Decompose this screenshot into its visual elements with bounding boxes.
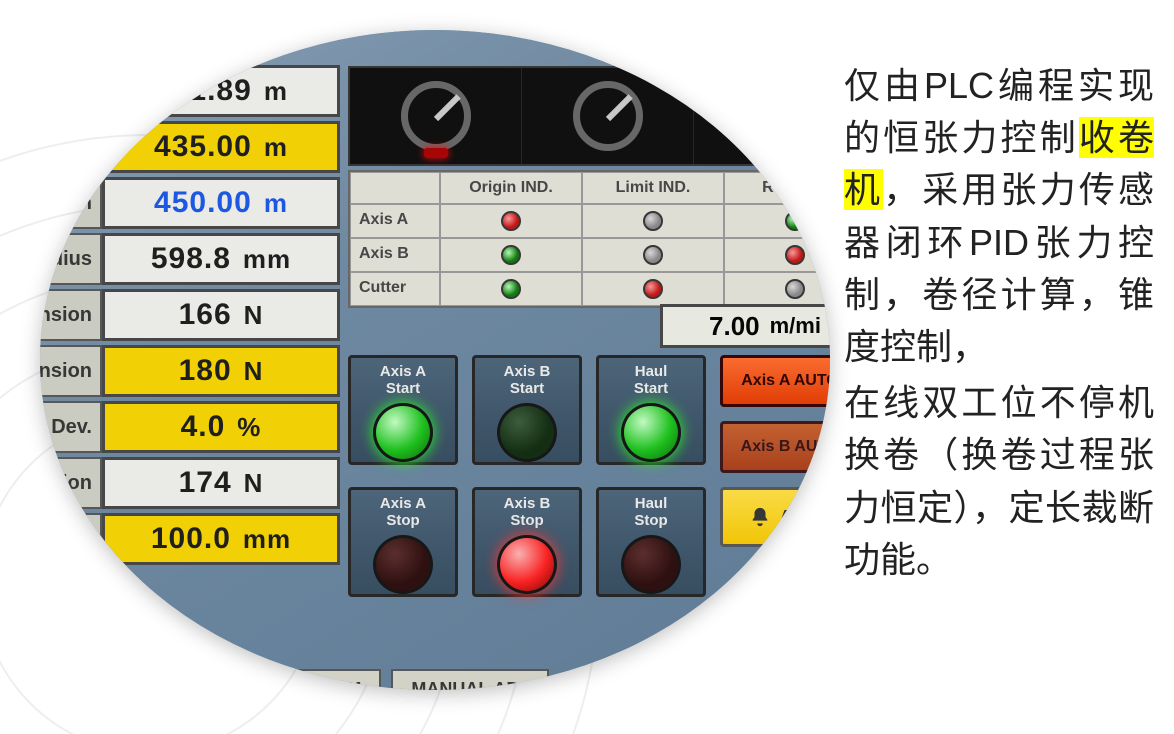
param-value-8[interactable]: 100.0mm <box>102 513 340 565</box>
led-a-run <box>724 204 830 238</box>
gauge-panel <box>348 66 830 166</box>
speed-unit: m/mi <box>770 313 821 339</box>
param-label-8 <box>40 513 102 565</box>
para1-post: ，采用张力传感器闭环PID张力控制，卷径计算，锥度控制， <box>844 169 1154 367</box>
param-label-tension-b: ension <box>40 345 102 397</box>
tab-alarm[interactable]: ALARM <box>276 669 381 690</box>
param-label-7: sion <box>40 457 102 509</box>
axis-b-start-button[interactable]: Axis BStart <box>472 355 582 465</box>
tab-haulspd[interactable]: HaulSpd <box>170 30 275 53</box>
tab-manual-adj[interactable]: MANUAL ADJ <box>391 669 549 690</box>
ind-head-limit: Limit IND. <box>582 172 724 204</box>
param-value-dev[interactable]: 4.0% <box>102 401 340 453</box>
gauge-c <box>694 68 830 164</box>
top-tab-row: HaulSpd <box>170 30 275 53</box>
led-c-run <box>724 272 830 306</box>
haul-start-button[interactable]: HaulStart <box>596 355 706 465</box>
axis-a-auto-button[interactable]: Axis A AUTO <box>720 355 830 407</box>
paragraph-2: 在线双工位不停机换卷（换卷过程张力恒定），定长裁断功能。 <box>844 377 1154 586</box>
led-a-limit <box>582 204 724 238</box>
speed-readout: 7.00 m/mi <box>660 304 830 348</box>
axis-b-auto-button[interactable]: Axis B AUTO <box>720 421 830 473</box>
bell-icon <box>749 506 771 528</box>
indicator-table: Origin IND. Limit IND. Run Stat Axis A A… <box>348 170 830 308</box>
axis-b-stop-button[interactable]: Axis BStop <box>472 487 582 597</box>
param-value-tension-b[interactable]: 180N <box>102 345 340 397</box>
led-a-origin <box>440 204 582 238</box>
bottom-tab-row: WINDING AXIS ALARM MANUAL ADJ <box>100 669 549 690</box>
param-label-0 <box>40 65 102 117</box>
paragraph-1: 仅由PLC编程实现的恒张力控制收卷机，采用张力传感器闭环PID张力控制，卷径计算… <box>844 60 1154 373</box>
led-c-origin <box>440 272 582 306</box>
param-label-dev: on Dev. <box>40 401 102 453</box>
param-value-radius[interactable]: 598.8mm <box>102 233 340 285</box>
led-c-limit <box>582 272 724 306</box>
ind-row-axis-a: Axis A <box>350 204 440 238</box>
ind-head-blank <box>350 172 440 204</box>
led-b-origin <box>440 238 582 272</box>
led-b-run <box>724 238 830 272</box>
param-value-7[interactable]: 174N <box>102 457 340 509</box>
param-value-2[interactable]: 450.00m <box>102 177 340 229</box>
tab-winding-axis[interactable]: WINDING AXIS <box>100 669 266 690</box>
ind-row-axis-b: Axis B <box>350 238 440 272</box>
hmi-screenshot-oval: HaulSpd 441.89m Length435.00m ength450.0… <box>40 30 830 690</box>
param-value-0[interactable]: 441.89m <box>102 65 340 117</box>
param-label-radius: Radius <box>40 233 102 285</box>
gauge-b <box>522 68 694 164</box>
alarm-button[interactable]: Alarm <box>720 487 830 547</box>
param-label-2: ength <box>40 177 102 229</box>
speed-value: 7.00 <box>709 311 760 342</box>
param-value-length[interactable]: 435.00m <box>102 121 340 173</box>
ind-head-origin: Origin IND. <box>440 172 582 204</box>
haul-stop-button[interactable]: HaulStop <box>596 487 706 597</box>
description-text: 仅由PLC编程实现的恒张力控制收卷机，采用张力传感器闭环PID张力控制，卷径计算… <box>844 60 1154 590</box>
ind-head-run: Run Stat <box>724 172 830 204</box>
param-value-tension-a[interactable]: 166N <box>102 289 340 341</box>
gauge-a <box>350 68 522 164</box>
param-label-tension-a: ension <box>40 289 102 341</box>
ind-row-cutter: Cutter <box>350 272 440 306</box>
parameter-table: 441.89m Length435.00m ength450.00m Radiu… <box>40 65 340 569</box>
hmi-screen: HaulSpd 441.89m Length435.00m ength450.0… <box>40 30 830 690</box>
button-panel: Axis AStart Axis BStart HaulStart Axis A… <box>348 355 830 611</box>
axis-a-stop-button[interactable]: Axis AStop <box>348 487 458 597</box>
led-b-limit <box>582 238 724 272</box>
param-label-length: Length <box>40 121 102 173</box>
axis-a-start-button[interactable]: Axis AStart <box>348 355 458 465</box>
